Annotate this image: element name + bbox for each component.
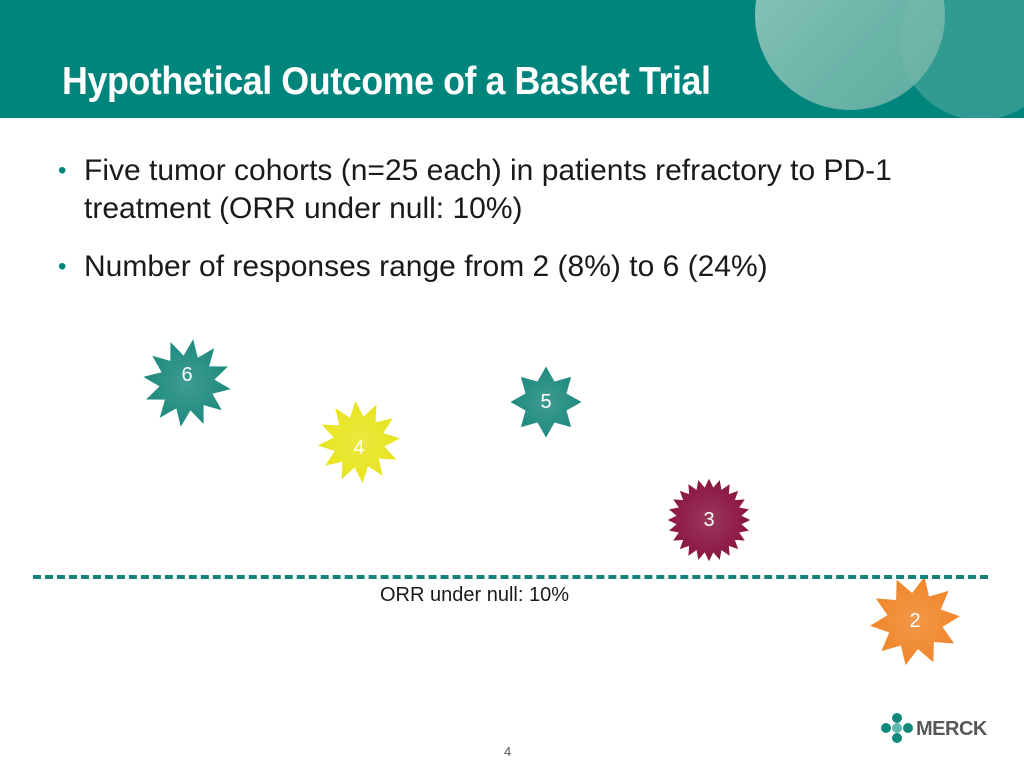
merck-logo: MERCK (880, 712, 992, 744)
bullet-item: • Number of responses range from 2 (8%) … (58, 248, 958, 286)
burst-label: 4 (353, 436, 365, 459)
bullet-list: • Five tumor cohorts (n=25 each) in pati… (58, 152, 958, 306)
slide-title: Hypothetical Outcome of a Basket Trial (62, 60, 711, 103)
merck-logo-icon (881, 713, 913, 743)
burst-label: 3 (703, 508, 715, 531)
null-threshold-line (33, 575, 988, 579)
page-number: 4 (504, 744, 512, 759)
bullet-text: Five tumor cohorts (n=25 each) in patien… (84, 154, 892, 225)
burst-label: 2 (909, 609, 921, 632)
bullet-dot-icon: • (58, 157, 67, 184)
burst-5: 5 (509, 357, 583, 447)
bullet-item: • Five tumor cohorts (n=25 each) in pati… (58, 152, 958, 228)
burst-label: 6 (181, 363, 193, 386)
burst-2: 2 (868, 572, 962, 670)
starburst-shape (317, 400, 401, 484)
starburst-shape (667, 478, 751, 562)
null-threshold-label: ORR under null: 10% (380, 584, 569, 606)
starburst-shape (510, 366, 582, 438)
bullet-dot-icon: • (58, 253, 67, 280)
decorative-circle (755, 0, 945, 110)
burst-4: 4 (316, 392, 402, 492)
burst-label: 5 (540, 390, 552, 413)
title-bar: Hypothetical Outcome of a Basket Trial (0, 0, 1024, 118)
starburst-shape (870, 576, 960, 666)
burst-6: 6 (141, 337, 233, 429)
burst-3: 3 (666, 474, 752, 566)
logo-text: MERCK (916, 718, 987, 740)
bullet-text: Number of responses range from 2 (8%) to… (84, 250, 768, 283)
starburst-shape (143, 339, 231, 427)
